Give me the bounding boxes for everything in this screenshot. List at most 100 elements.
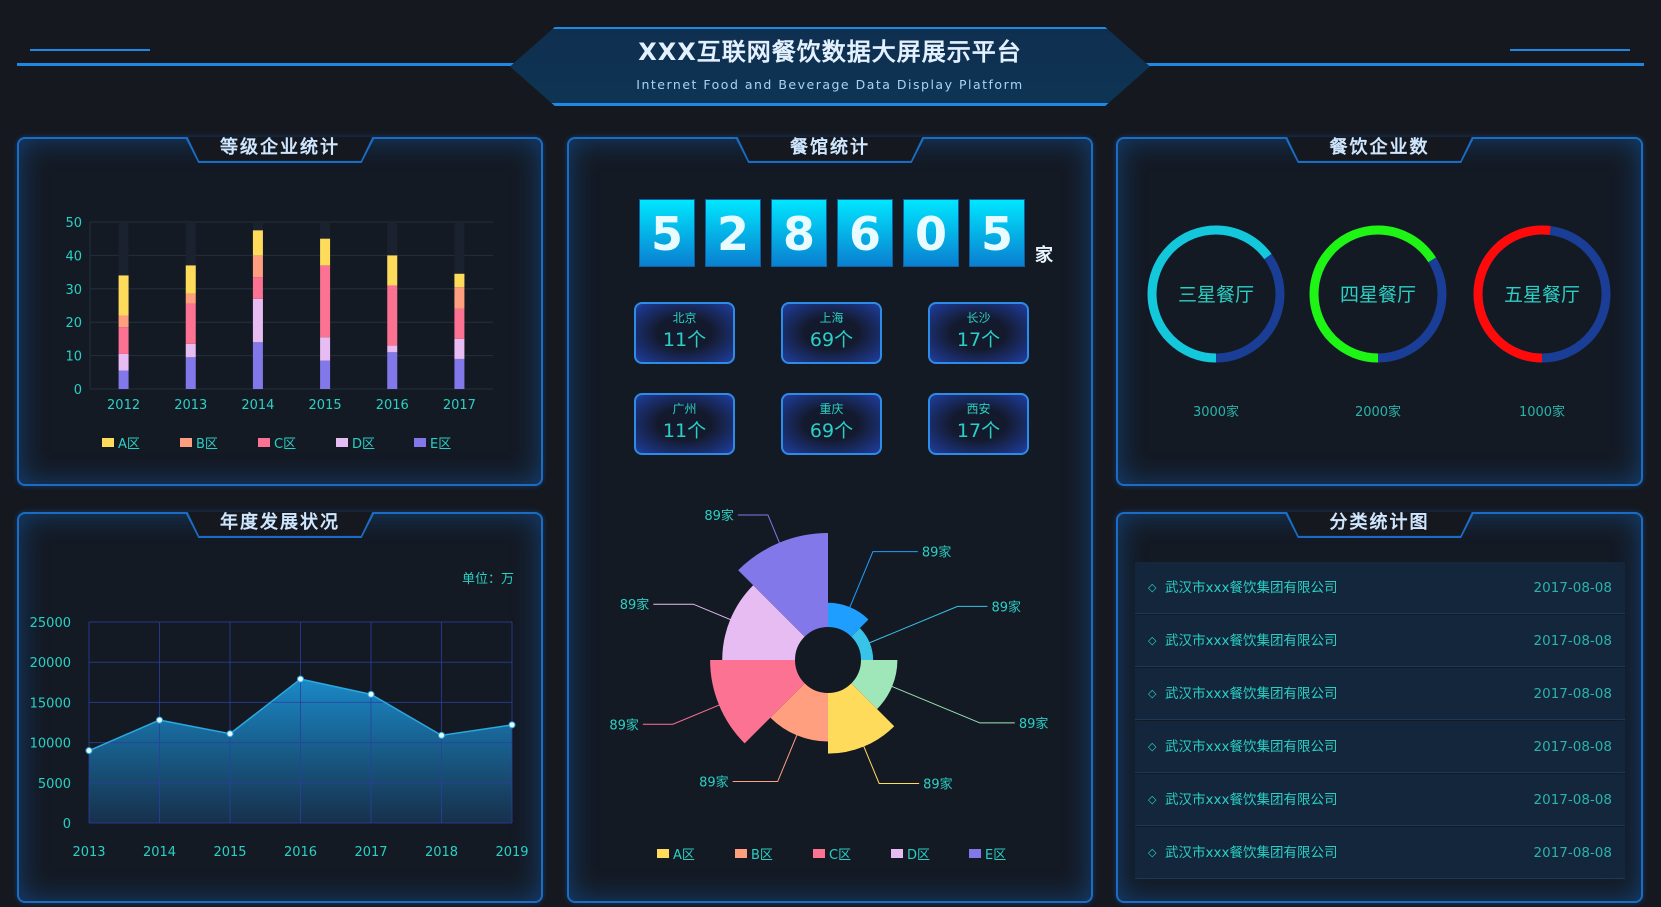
bar-segment — [118, 370, 129, 389]
company-name: 武汉市xxx餐饮集团有限公司 — [1165, 845, 1338, 861]
city-card-beijing[interactable]: 北京 11个 — [634, 302, 735, 364]
company-date: 2017-08-08 — [1533, 580, 1612, 596]
city-card-shanghai[interactable]: 上海 69个 — [781, 302, 882, 364]
legend-label: C区 — [274, 437, 296, 452]
y-tick-label: 10000 — [30, 737, 71, 752]
diamond-icon: ◇ — [1148, 581, 1157, 594]
bar-segment — [118, 353, 129, 371]
bar-segment — [454, 338, 465, 359]
bar-segment — [387, 285, 398, 346]
y-tick-label: 25000 — [30, 616, 71, 631]
ring-progress — [1473, 225, 1611, 363]
city-card-guangzhou[interactable]: 广州 11个 — [634, 393, 735, 455]
city-count: 69个 — [809, 329, 854, 351]
x-tick-label: 2017 — [443, 398, 476, 413]
y-tick-label: 0 — [63, 817, 71, 832]
label-line — [737, 514, 782, 547]
city-name: 长沙 — [966, 311, 991, 325]
list-item[interactable]: ◇ 武汉市xxx餐饮集团有限公司 2017-08-08 — [1135, 668, 1625, 720]
diamond-icon: ◇ — [1148, 634, 1157, 647]
list-item[interactable]: ◇ 武汉市xxx餐饮集团有限公司 2017-08-08 — [1135, 721, 1625, 773]
ring-label: 五星餐厅 — [1504, 284, 1580, 306]
legend-swatch — [414, 438, 426, 447]
y-tick-label: 30 — [65, 283, 82, 298]
bar-segment — [454, 287, 465, 309]
bar-segment — [454, 358, 465, 389]
city-card-chongqing[interactable]: 重庆 69个 — [781, 393, 882, 455]
bar-segment — [252, 255, 263, 278]
header-left-line — [17, 63, 517, 66]
data-point — [85, 747, 93, 755]
city-count: 11个 — [662, 420, 707, 442]
bar-segment — [320, 265, 331, 338]
list-item[interactable]: ◇ 武汉市xxx餐饮集团有限公司 2017-08-08 — [1135, 562, 1625, 614]
bar-segment — [252, 298, 263, 343]
city-card-xian[interactable]: 西安 17个 — [928, 393, 1029, 455]
legend-label: A区 — [673, 848, 695, 863]
legend-swatch — [258, 438, 270, 447]
legend-swatch — [102, 438, 114, 447]
page-subtitle: Internet Food and Beverage Data Display … — [636, 77, 1024, 92]
bar-segment — [387, 352, 398, 389]
panel-tab — [1284, 137, 1475, 163]
bar-segment — [252, 342, 263, 389]
legend-swatch — [657, 849, 669, 858]
label-line — [847, 551, 918, 611]
header-banner: XXX互联网餐饮数据大屏展示平台 Internet Food and Bever… — [510, 27, 1150, 106]
data-point — [438, 731, 445, 739]
panel-title: 餐饮企业数 — [1329, 137, 1430, 158]
x-tick-label: 2014 — [241, 398, 274, 413]
diamond-icon: ◇ — [1148, 687, 1157, 700]
data-point — [156, 716, 163, 724]
bar-segment — [454, 308, 465, 339]
panel-title: 等级企业统计 — [220, 137, 340, 158]
header-right-line — [1144, 63, 1644, 66]
x-tick-label: 2012 — [107, 398, 140, 413]
data-label: 89家 — [922, 545, 952, 561]
city-name: 上海 — [819, 311, 844, 325]
city-count: 17个 — [956, 329, 1001, 351]
label-line — [865, 605, 988, 645]
city-name: 北京 — [672, 311, 697, 325]
label-line — [861, 742, 920, 784]
data-point — [508, 721, 516, 729]
city-count: 11个 — [662, 329, 707, 351]
city-count: 69个 — [809, 420, 854, 442]
panel-annual-development: 年度发展状况 单位：万 — [17, 512, 543, 903]
list-item[interactable]: ◇ 武汉市xxx餐饮集团有限公司 2017-08-08 — [1135, 615, 1625, 667]
counter-unit: 家 — [1035, 245, 1053, 266]
bar-segment — [387, 255, 398, 286]
city-count: 17个 — [956, 420, 1001, 442]
list-item[interactable]: ◇ 武汉市xxx餐饮集团有限公司 2017-08-08 — [1135, 774, 1625, 826]
data-label: 89家 — [620, 597, 650, 613]
legend-label: B区 — [196, 437, 218, 452]
ring-value: 3000家 — [1193, 404, 1239, 420]
legend-label: C区 — [829, 848, 851, 863]
rose-sector — [851, 628, 874, 660]
bar-segment — [185, 293, 196, 304]
rose-sector — [828, 602, 869, 637]
city-card-changsha[interactable]: 长沙 17个 — [928, 302, 1029, 364]
header-right-line-top — [1510, 49, 1630, 51]
label-line — [732, 731, 799, 783]
data-label: 89家 — [991, 599, 1021, 615]
y-tick-label: 50 — [65, 216, 82, 231]
bar-segment — [320, 360, 331, 389]
x-tick-label: 2019 — [495, 845, 528, 860]
company-name: 武汉市xxx餐饮集团有限公司 — [1165, 739, 1338, 755]
label-line — [888, 684, 1015, 724]
counter-digit: 5 — [969, 199, 1025, 267]
diamond-icon: ◇ — [1148, 793, 1157, 806]
list-item[interactable]: ◇ 武汉市xxx餐饮集团有限公司 2017-08-08 — [1135, 827, 1625, 879]
rose-sector — [828, 683, 895, 754]
bar-segment — [387, 345, 398, 353]
area-chart: 0 5000 10000 15000 20000 25000 2013 2014 2015 201… — [30, 616, 529, 860]
company-date: 2017-08-08 — [1533, 633, 1612, 649]
diamond-icon: ◇ — [1148, 740, 1157, 753]
bar-segment — [185, 343, 196, 358]
counter-digit: 0 — [903, 199, 959, 267]
x-tick-label: 2015 — [213, 845, 246, 860]
legend-swatch — [336, 438, 348, 447]
company-date: 2017-08-08 — [1533, 792, 1612, 808]
page-title: XXX互联网餐饮数据大屏展示平台 — [638, 38, 1022, 66]
